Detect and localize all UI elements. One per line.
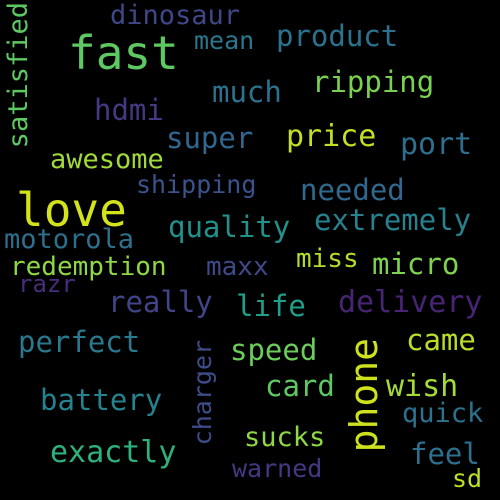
word-awesome: awesome (50, 144, 164, 175)
word-needed: needed (300, 173, 405, 207)
word-battery: battery (40, 383, 163, 417)
word-feel: feel (410, 437, 480, 471)
word-wish: wish (386, 369, 459, 404)
word-port: port (400, 127, 473, 162)
word-satisfied: satisfied (3, 2, 34, 149)
word-sucks: sucks (244, 422, 326, 453)
word-really: really (108, 285, 213, 319)
word-card: card (265, 369, 335, 403)
word-exactly: exactly (50, 435, 177, 470)
word-fast: fast (68, 26, 179, 80)
word-much: much (212, 75, 282, 109)
word-redemption: redemption (10, 252, 167, 282)
word-product: product (276, 19, 399, 53)
word-super: super (166, 121, 254, 155)
word-dinosaur: dinosaur (110, 0, 241, 31)
word-ripping: ripping (312, 65, 435, 99)
word-shipping: shipping (136, 170, 257, 199)
word-love: love (16, 183, 127, 237)
word-sd: sd (452, 464, 483, 493)
word-delivery: delivery (338, 285, 483, 320)
word-speed: speed (230, 333, 318, 367)
word-miss: miss (296, 244, 359, 274)
word-price: price (286, 119, 377, 154)
word-mean: mean (194, 26, 255, 55)
word-quality: quality (168, 210, 291, 244)
word-came: came (406, 323, 476, 357)
word-perfect: perfect (18, 325, 141, 359)
word-maxx: maxx (206, 252, 269, 282)
word-motorola: motorola (4, 224, 135, 255)
word-hdmi: hdmi (94, 93, 164, 127)
word-extremely: extremely (314, 203, 472, 237)
word-micro: micro (372, 247, 460, 281)
word-warned: warned (232, 454, 323, 483)
word-charger: charger (188, 340, 217, 446)
word-razr: razr (18, 270, 76, 298)
word-phone: phone (342, 338, 386, 453)
word-life: life (236, 289, 306, 323)
word-quick: quick (402, 398, 484, 429)
